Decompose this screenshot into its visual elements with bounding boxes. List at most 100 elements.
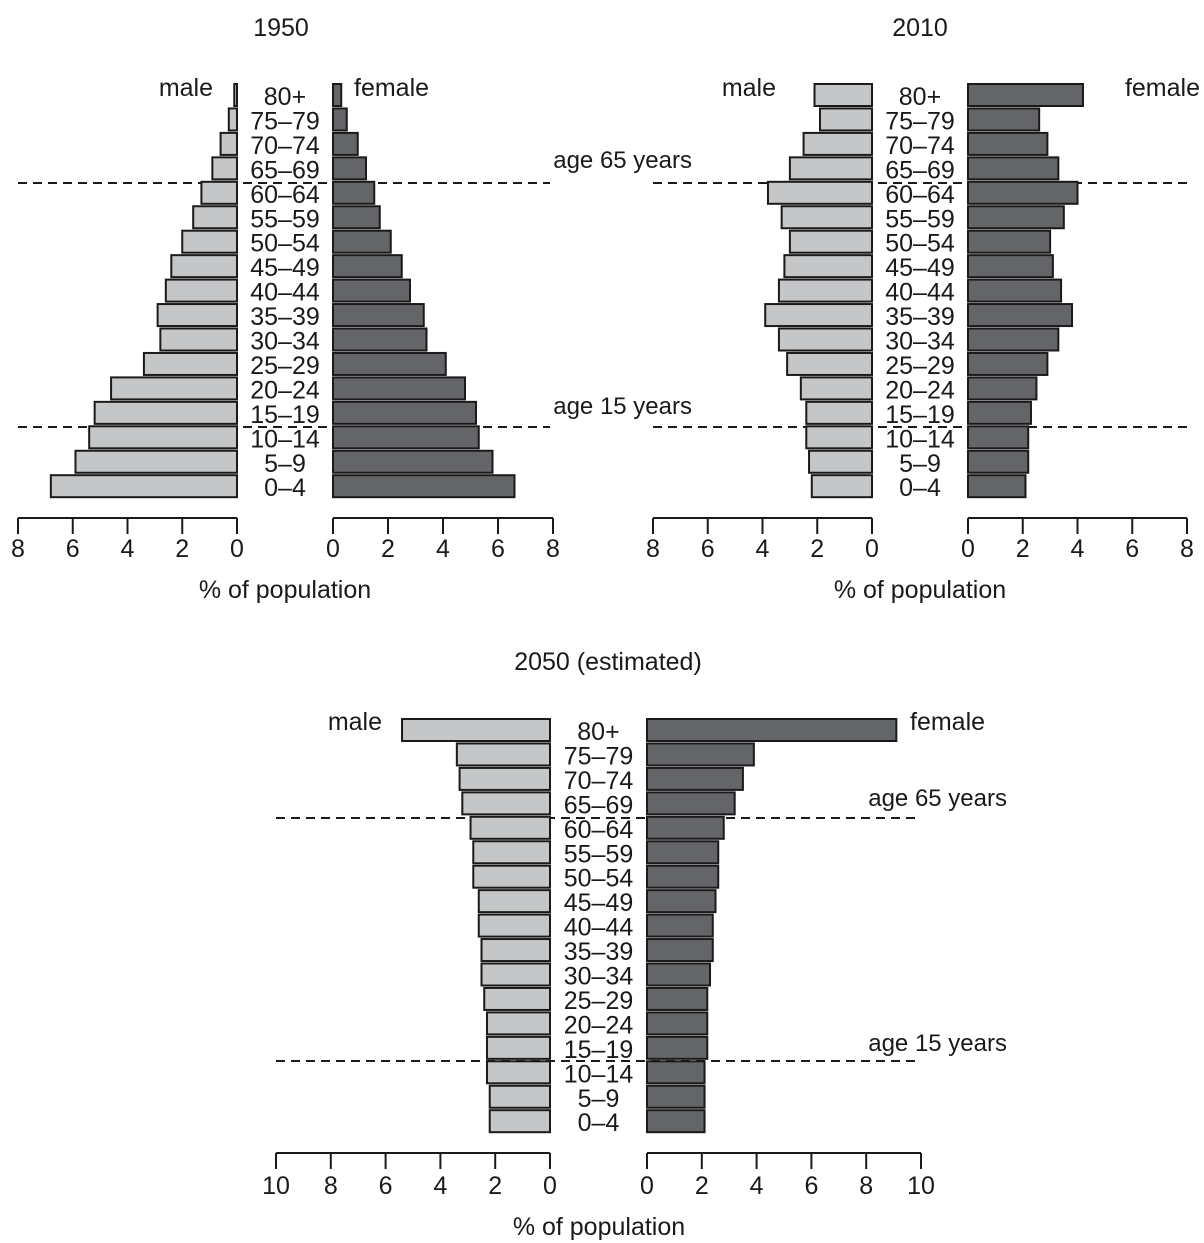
male-bar [472, 840, 551, 865]
male-label: male [722, 74, 776, 102]
male-bar [786, 351, 874, 376]
male-bar [74, 449, 238, 474]
age-group-label: 30–34 [250, 328, 320, 356]
age-group-label: 30–34 [564, 963, 634, 991]
male-bar [110, 376, 238, 401]
female-bar [332, 205, 381, 230]
age-group-label: 0–4 [899, 474, 941, 502]
female-bar [967, 205, 1065, 230]
female-bar [967, 83, 1084, 107]
male-bar [777, 327, 873, 352]
male-bar [788, 156, 873, 181]
age-group-label: 45–49 [885, 254, 955, 282]
male-bar [802, 131, 873, 156]
age-group-label: 45–49 [564, 889, 634, 917]
female-bar [967, 180, 1079, 205]
male-bar [485, 1060, 552, 1085]
age-group-label: 80+ [264, 83, 306, 111]
female-bar [646, 889, 717, 914]
male-bar [477, 889, 552, 914]
female-bar [332, 449, 494, 474]
male-bar [93, 400, 239, 425]
female-bar [332, 156, 367, 181]
age-15-annotation: age 15 years [868, 1030, 1007, 1057]
female-bar [646, 766, 744, 791]
male-bar [219, 131, 238, 156]
male-bar [88, 425, 238, 450]
male-bar [480, 962, 551, 987]
female-bar [646, 840, 720, 865]
female-bar [967, 351, 1049, 376]
female-bar [967, 254, 1054, 279]
age-group-label: 75–79 [564, 742, 634, 770]
female-bar [646, 986, 709, 1011]
female-bar [332, 229, 392, 254]
male-bar [783, 254, 874, 279]
female-tick-label: 4 [436, 535, 450, 563]
male-bar [805, 425, 873, 450]
female-tick-label: 6 [491, 535, 505, 563]
x-axis-label: % of population [513, 1213, 685, 1241]
female-label: female [910, 708, 985, 736]
male-bar [401, 718, 552, 742]
age-group-label: 65–69 [885, 156, 955, 184]
age-group-label: 75–79 [250, 107, 320, 135]
female-tick-label: 8 [546, 535, 560, 563]
male-tick-label: 0 [230, 535, 244, 563]
male-tick-label: 10 [262, 1172, 290, 1200]
x-axis-label: % of population [199, 576, 371, 604]
male-bar [488, 1084, 551, 1109]
age-group-label: 40–44 [250, 279, 320, 307]
age-group-label: 60–64 [885, 181, 955, 209]
female-tick-label: 8 [859, 1172, 873, 1200]
age-group-label: 10–14 [885, 425, 955, 453]
age-group-label: 25–29 [250, 352, 320, 380]
male-bar [805, 400, 873, 425]
female-bar [332, 278, 411, 303]
male-bar [813, 83, 874, 107]
age-group-label: 5–9 [899, 450, 941, 478]
age-group-label: 15–19 [885, 401, 955, 429]
female-bar [332, 303, 425, 328]
female-bar [967, 376, 1038, 401]
female-bar [646, 1060, 706, 1085]
female-bar [967, 278, 1063, 303]
female-bar [332, 474, 516, 499]
female-bar [332, 376, 466, 401]
chart-title: 2050 (estimated) [514, 648, 702, 676]
male-bar [227, 107, 239, 132]
male-bar [211, 156, 239, 181]
female-tick-label: 0 [326, 535, 340, 563]
age-group-label: 35–39 [250, 303, 320, 331]
age-group-label: 50–54 [564, 865, 634, 893]
age-group-label: 20–24 [885, 376, 955, 404]
female-bar [646, 864, 720, 889]
male-bar [461, 791, 552, 816]
age-group-label: 60–64 [250, 181, 320, 209]
female-bar [332, 254, 403, 279]
male-bar [170, 254, 238, 279]
male-bar [159, 327, 239, 352]
male-bar [485, 1035, 552, 1060]
female-bar [967, 327, 1060, 352]
male-bar [181, 229, 238, 254]
age-group-label: 55–59 [564, 840, 634, 868]
male-tick-label: 8 [11, 535, 25, 563]
age-group-label: 5–9 [264, 450, 306, 478]
x-axis-label: % of population [834, 576, 1006, 604]
female-tick-label: 4 [1071, 535, 1085, 563]
male-bar [766, 180, 873, 205]
age-65-annotation: age 65 years [868, 785, 1007, 812]
male-tick-label: 0 [865, 535, 879, 563]
female-bar [646, 718, 898, 742]
age-group-label: 0–4 [264, 474, 306, 502]
male-tick-label: 2 [810, 535, 824, 563]
chart-title: 2010 [892, 14, 948, 42]
age-65-annotation: age 65 years [553, 147, 692, 174]
female-tick-label: 10 [907, 1172, 935, 1200]
age-group-label: 5–9 [578, 1085, 620, 1113]
pyramid-2010: 2010 male female % of population 80+75–7… [646, 14, 1200, 604]
male-bar [164, 278, 238, 303]
male-tick-label: 6 [379, 1172, 393, 1200]
